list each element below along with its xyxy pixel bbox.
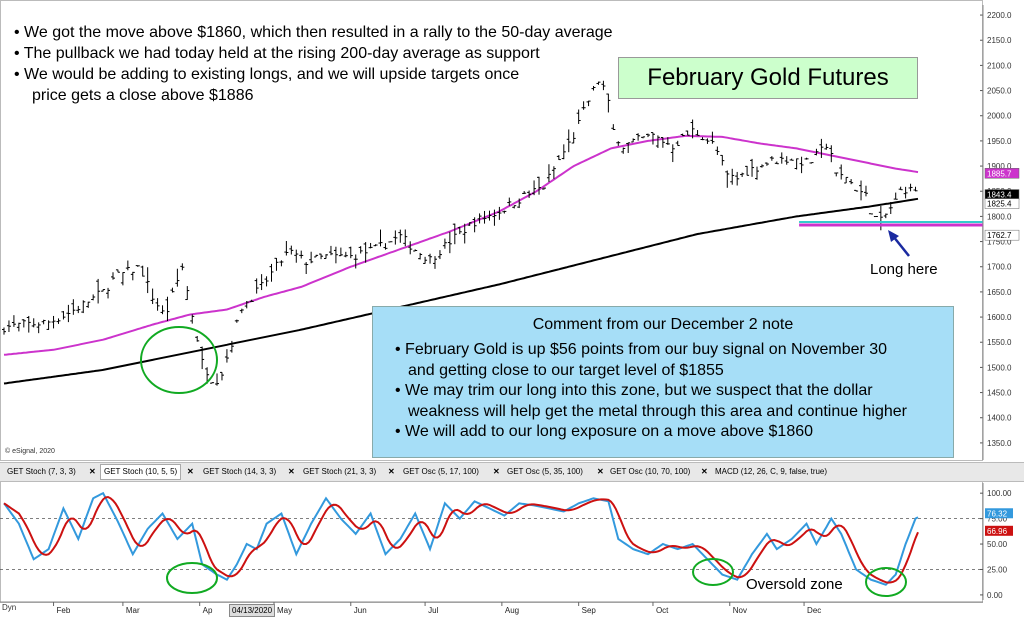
stoch-last-tag (985, 508, 1013, 519)
price-tick-label: 1400.0 (987, 414, 1012, 423)
stoch-fast-line (3, 491, 919, 586)
month-label: May (277, 606, 292, 615)
tab-macd[interactable]: MACD (12, 26, C, 9, false, true) (715, 467, 828, 476)
price-tick-label: 1700.0 (987, 263, 1012, 272)
price-tick-label: 2050.0 (987, 87, 1012, 96)
dyn-label: Dyn (2, 603, 17, 612)
tab-stoch-7[interactable]: GET Stoch (7, 3, 3) (7, 467, 76, 476)
month-label: Oct (656, 606, 669, 615)
oversold-circle-dec (865, 567, 907, 597)
last-value-label: 1825.4 (987, 200, 1012, 209)
price-y-axis: 1350.0 1400.0 1450.0 1500.0 1550.0 1600.0 1650… (980, 5, 1020, 460)
month-label: Sep (582, 606, 597, 615)
note-line-3: • We would be adding to existing longs, … (14, 66, 520, 83)
comment-line-2: and getting close to our target level of… (408, 361, 724, 379)
stochastic-panel (0, 491, 983, 597)
chart-title: February Gold Futures (618, 57, 918, 99)
tab-osc-5-17[interactable]: GET Osc (5, 17, 100) (403, 467, 479, 476)
last-value-label: 1885.7 (987, 169, 1012, 178)
month-label: Nov (733, 606, 747, 615)
last-value-tag (984, 168, 1020, 179)
month-label: Aug (505, 606, 519, 615)
comment-heading: Comment from our December 2 note (532, 316, 794, 333)
price-tick-label: 1650.0 (987, 288, 1012, 297)
long-here-arrowhead (888, 230, 899, 242)
price-tick-label: 2100.0 (987, 61, 1012, 70)
month-label: Dec (807, 606, 821, 615)
indicator-tabs: GET Stoch (7, 3, 3) ✕ GET Stoch (10, 5, … (0, 462, 1024, 482)
long-here-arrow (892, 235, 910, 257)
price-tick-label: 1600.0 (987, 313, 1012, 322)
ma50-line (3, 134, 919, 356)
tab-osc-10-70[interactable]: GET Osc (10, 70, 100) (610, 467, 691, 476)
month-label: Ap (203, 606, 213, 615)
note-line-1: • We got the move above $1860, which the… (14, 24, 613, 41)
stoch-last-label: 76.32 (987, 509, 1008, 518)
x-axis: Feb Mar Ap May Jun Jul Aug Sep Oct Nov Dec (0, 601, 983, 615)
comment-line-3: • We may trim our long into this zone, b… (395, 382, 873, 399)
comment-lines: • February Gold is up $56 points from ou… (395, 340, 907, 443)
last-value-tag (984, 229, 1020, 241)
comment-line-4: weakness will help get the metal through… (408, 402, 907, 420)
note-line-4: price gets a close above $1886 (32, 87, 254, 104)
price-tick-label: 1900.0 (987, 162, 1012, 171)
last-value-tag (984, 198, 1020, 209)
last-value-label: 1762.7 (987, 231, 1012, 240)
stoch-tick-label: 100.00 (987, 489, 1012, 498)
tab-stoch-14[interactable]: GET Stoch (14, 3, 3) (203, 467, 277, 476)
price-tick-label: 1950.0 (987, 137, 1012, 146)
oversold-zone-label: Oversold zone (746, 576, 843, 593)
long-here-label: Long here (870, 261, 938, 278)
oversold-circle-mar (166, 562, 218, 594)
month-label: Feb (57, 606, 71, 615)
price-tick-label: 1500.0 (987, 363, 1012, 372)
stoch-tick-label: 25.00 (987, 565, 1008, 574)
tab-stoch-21[interactable]: GET Stoch (21, 3, 3) (303, 467, 377, 476)
month-label: Mar (126, 606, 140, 615)
stoch-tick-label: 0.00 (987, 591, 1003, 600)
stochastic-y-axis: 0.00 25.00 50.00 75.00 100.00 76.32 66.96 (980, 483, 1013, 600)
comment-line-5: • We will add to our long exposure on a … (395, 423, 814, 440)
ma200-path (3, 197, 919, 385)
comment-box: Comment from our December 2 note • Febru… (372, 306, 954, 458)
price-tick-label: 2000.0 (987, 112, 1012, 121)
month-label: Jul (428, 606, 438, 615)
stoch-last-tag (985, 525, 1013, 536)
price-tick-label: 1800.0 (987, 212, 1012, 221)
price-tick-label: 2200.0 (987, 11, 1012, 20)
month-label: Jun (354, 606, 367, 615)
support-lines (799, 220, 983, 227)
price-tick-label: 1750.0 (987, 238, 1012, 247)
tab-osc-5-35[interactable]: GET Osc (5, 35, 100) (507, 467, 583, 476)
stoch-tick-label: 75.00 (987, 515, 1008, 524)
last-value-label: 1843.4 (987, 191, 1012, 200)
oversold-circle-sep (692, 558, 734, 586)
tab-stoch-10[interactable]: GET Stoch (10, 5, 5) (100, 464, 182, 480)
commentary-notes: • We got the move above $1860, which the… (14, 22, 613, 106)
price-tick-label: 1550.0 (987, 338, 1012, 347)
price-tick-label: 2150.0 (987, 36, 1012, 45)
march-low-circle (140, 326, 218, 394)
ma50-path (3, 134, 919, 356)
stoch-last-label: 66.96 (987, 527, 1008, 536)
price-tick-label: 1450.0 (987, 389, 1012, 398)
stoch-slow-line (3, 495, 919, 584)
chart-annotations (140, 230, 910, 394)
stoch-tick-label: 50.00 (987, 540, 1008, 549)
esignal-credit: © eSignal, 2020 (5, 448, 55, 455)
price-tick-label: 1350.0 (987, 439, 1012, 448)
comment-line-1: • February Gold is up $56 points from ou… (395, 341, 888, 358)
date-cursor-label: 04/13/2020 (229, 604, 276, 617)
price-bars (2, 80, 918, 386)
note-line-2: • The pullback we had today held at the … (14, 45, 540, 62)
ma200-line (3, 197, 919, 385)
